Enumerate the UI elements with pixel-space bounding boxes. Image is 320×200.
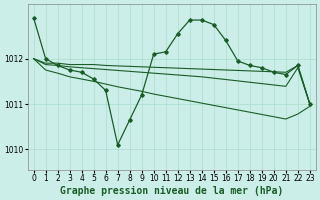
X-axis label: Graphe pression niveau de la mer (hPa): Graphe pression niveau de la mer (hPa)	[60, 186, 283, 196]
